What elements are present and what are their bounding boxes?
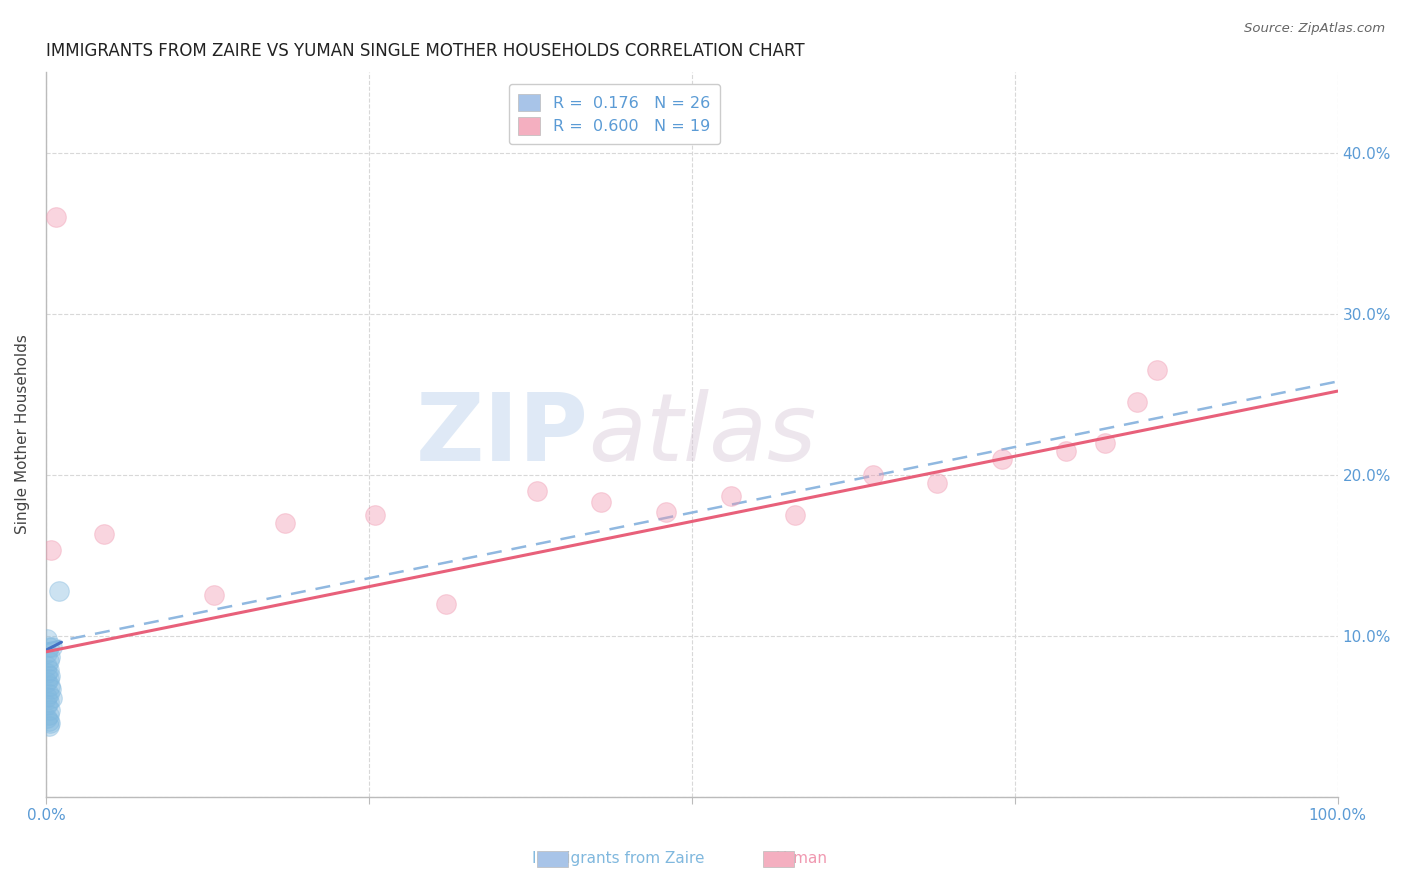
Point xyxy=(37,632,59,646)
Point xyxy=(38,655,60,669)
Point xyxy=(39,543,62,558)
Point xyxy=(37,665,59,680)
Point xyxy=(38,679,60,693)
Point xyxy=(38,640,60,654)
Point xyxy=(38,672,60,686)
Point xyxy=(37,675,59,690)
Point xyxy=(93,527,115,541)
Point xyxy=(655,505,678,519)
Point xyxy=(785,508,807,522)
Point xyxy=(41,640,63,654)
Point xyxy=(862,467,884,482)
Point xyxy=(991,451,1014,466)
Point xyxy=(37,659,59,673)
Point xyxy=(38,703,60,717)
Point xyxy=(38,714,60,728)
Point xyxy=(48,583,70,598)
Point xyxy=(37,698,59,712)
Text: IMMIGRANTS FROM ZAIRE VS YUMAN SINGLE MOTHER HOUSEHOLDS CORRELATION CHART: IMMIGRANTS FROM ZAIRE VS YUMAN SINGLE MO… xyxy=(46,42,804,60)
Text: Yuman: Yuman xyxy=(776,851,827,865)
Y-axis label: Single Mother Households: Single Mother Households xyxy=(15,334,30,534)
Text: atlas: atlas xyxy=(589,389,817,480)
Point xyxy=(1094,435,1116,450)
Point xyxy=(38,695,60,709)
Point xyxy=(434,597,457,611)
Point xyxy=(1146,363,1168,377)
Point xyxy=(38,649,60,664)
Point xyxy=(38,687,60,701)
Point xyxy=(1126,395,1149,409)
Point xyxy=(1054,443,1077,458)
Point xyxy=(37,690,59,704)
Point xyxy=(927,475,949,490)
Point xyxy=(38,707,60,722)
Point xyxy=(38,715,60,730)
Point xyxy=(38,719,60,733)
Point xyxy=(364,508,387,522)
Point xyxy=(526,483,548,498)
Point xyxy=(202,589,225,603)
Text: Immigrants from Zaire: Immigrants from Zaire xyxy=(533,851,704,865)
Legend: R =  0.176   N = 26, R =  0.600   N = 19: R = 0.176 N = 26, R = 0.600 N = 19 xyxy=(509,84,720,145)
Point xyxy=(38,669,60,683)
Point xyxy=(45,211,67,225)
Point xyxy=(591,495,613,509)
Point xyxy=(39,681,62,696)
Point xyxy=(38,663,60,677)
Point xyxy=(274,516,297,530)
Point xyxy=(720,489,742,503)
Point xyxy=(41,691,63,706)
Point xyxy=(37,711,59,725)
Text: Source: ZipAtlas.com: Source: ZipAtlas.com xyxy=(1244,22,1385,36)
Point xyxy=(37,647,59,661)
Text: ZIP: ZIP xyxy=(416,389,589,481)
